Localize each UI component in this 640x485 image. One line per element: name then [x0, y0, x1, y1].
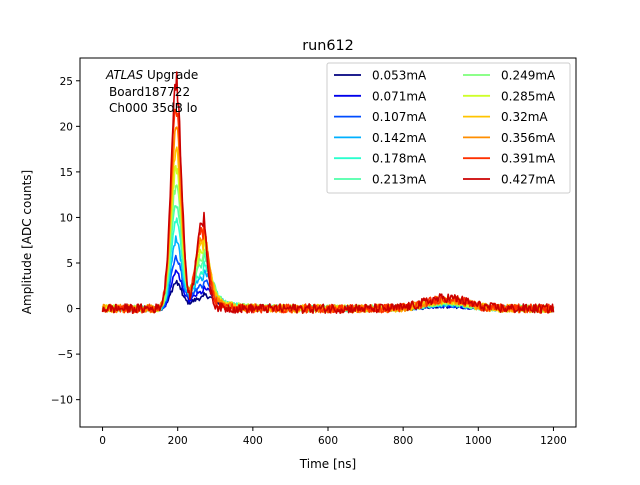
- legend-label: 0.356mA: [501, 131, 556, 145]
- x-tick-label: 200: [168, 435, 188, 447]
- series-line-0.427mA: [101, 71, 555, 314]
- x-axis-ticks: 0 200 400 600 800 1000 1200: [99, 427, 567, 447]
- series-layer: [101, 71, 555, 314]
- y-axis-label: Amplitude [ADC counts]: [20, 170, 34, 314]
- svg-text:ATLAS Upgrade: ATLAS Upgrade: [105, 68, 198, 82]
- annotation-atlas: ATLAS: [105, 68, 144, 82]
- legend-label: 0.285mA: [501, 89, 556, 103]
- legend-label: 0.107mA: [372, 110, 427, 124]
- legend-label: 0.178mA: [372, 152, 427, 166]
- annotation-channel: Ch000 35dB lo: [109, 101, 197, 115]
- legend-label: 0.053mA: [372, 69, 427, 83]
- legend-label: 0.142mA: [372, 131, 427, 145]
- legend-label: 0.391mA: [501, 152, 556, 166]
- legend-label: 0.427mA: [501, 173, 556, 187]
- x-tick-label: 400: [243, 435, 263, 447]
- annotation-upgrade: Upgrade: [143, 68, 198, 82]
- plot-area: [101, 71, 555, 314]
- y-tick-label: 5: [66, 258, 73, 270]
- y-tick-label: 15: [60, 167, 73, 179]
- atlas-annotation: ATLAS Upgrade Board187722 Ch000 35dB lo: [105, 68, 198, 115]
- y-tick-label: 10: [60, 212, 73, 224]
- y-tick-label: −5: [58, 349, 73, 361]
- x-axis-label: Time [ns]: [299, 457, 356, 471]
- chart-title: run612: [302, 38, 354, 54]
- legend-label: 0.249mA: [501, 69, 556, 83]
- legend-frame: [326, 62, 571, 194]
- y-tick-label: 25: [60, 76, 73, 88]
- annotation-board: Board187722: [109, 85, 190, 99]
- x-tick-label: 1000: [465, 435, 492, 447]
- y-axis-ticks: −10 −5 0 5 10 15 20 25: [51, 76, 80, 407]
- x-tick-label: 0: [99, 435, 106, 447]
- x-tick-label: 600: [318, 435, 338, 447]
- legend: 0.053mA 0.071mA 0.107mA 0.142mA 0.178mA 0.213…: [326, 62, 571, 194]
- legend-items: 0.053mA 0.071mA 0.107mA 0.142mA 0.178mA 0.213…: [334, 69, 556, 187]
- legend-label: 0.213mA: [372, 173, 427, 187]
- x-tick-label: 800: [393, 435, 413, 447]
- y-tick-label: 20: [60, 121, 73, 133]
- y-tick-label: 0: [66, 304, 73, 316]
- legend-label: 0.32mA: [501, 110, 548, 124]
- y-tick-label: −10: [51, 395, 73, 407]
- x-tick-label: 1200: [540, 435, 567, 447]
- legend-label: 0.071mA: [372, 89, 427, 103]
